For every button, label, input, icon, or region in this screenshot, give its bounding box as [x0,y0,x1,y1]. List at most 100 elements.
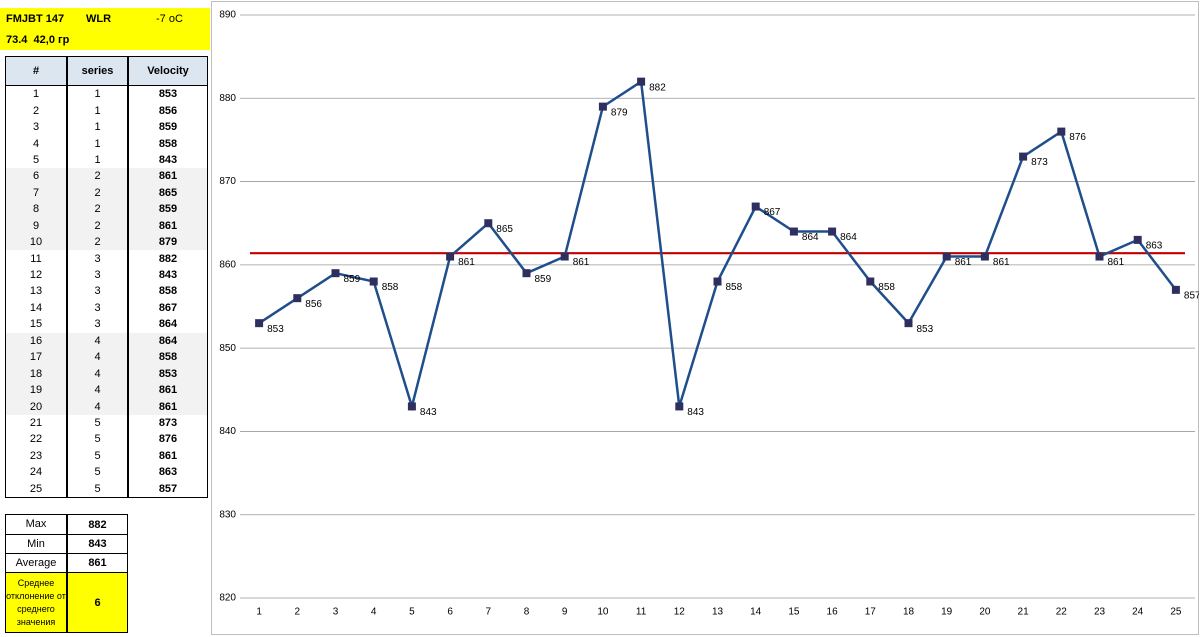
table-cell: 12 [5,266,67,285]
stat-label: Average [5,553,67,573]
x-tick-label: 4 [371,607,377,618]
table-cell: 10 [5,233,67,252]
header-cell: FMJBT 147 [6,13,65,25]
y-tick-label: 830 [219,509,236,520]
table-cell: 3 [5,118,67,137]
x-tick-label: 21 [1018,607,1030,618]
table-cell: 879 [128,233,208,252]
marker [942,252,951,261]
x-tick-label: 12 [674,607,686,618]
stat-label: Max [5,514,67,535]
table-cell: 3 [67,266,128,285]
marker [598,102,607,111]
marker [980,252,989,261]
marker [675,402,684,411]
table-cell: 8 [5,201,67,219]
data-label: 867 [764,207,781,218]
table-cell: 16 [5,332,67,351]
x-tick-label: 16 [827,607,839,618]
table-cell: 20 [5,398,67,416]
table-cell: 5 [67,447,128,466]
data-label: 858 [878,282,895,293]
table-cell: 3 [67,283,128,301]
x-tick-label: 23 [1094,607,1106,618]
table-cell: 2 [5,102,67,120]
x-tick-label: 18 [903,607,915,618]
data-label: 861 [993,257,1010,268]
marker [713,277,722,286]
table-cell: 865 [128,184,208,203]
data-label: 857 [1184,290,1199,301]
stat-value: 882 [67,514,128,535]
x-tick-label: 17 [865,607,877,618]
table-cell: 24 [5,464,67,482]
marker [446,252,455,261]
marker [789,227,798,236]
data-label: 861 [955,257,972,268]
y-tick-label: 880 [219,93,236,104]
table-cell: 853 [128,86,208,104]
data-label: 865 [496,224,513,235]
y-tick-label: 870 [219,176,236,187]
column-header: # [5,56,67,86]
data-label: 861 [1108,257,1125,268]
stat-value: 843 [67,534,128,554]
data-label: 856 [305,299,322,310]
table-cell: 1 [67,135,128,153]
table-cell: 9 [5,217,67,235]
table-cell: 25 [5,480,67,498]
data-label: 843 [420,407,437,418]
table-cell: 1 [67,102,128,120]
y-tick-label: 890 [219,10,236,21]
table-cell: 23 [5,447,67,466]
table-cell: 882 [128,250,208,268]
table-cell: 857 [128,480,208,498]
x-tick-label: 24 [1132,607,1144,618]
x-tick-label: 14 [750,607,762,618]
marker [522,269,531,278]
table-cell: 2 [67,217,128,235]
table-cell: 1 [67,151,128,170]
y-tick-label: 820 [219,593,236,604]
table-cell: 6 [5,168,67,186]
table-cell: 1 [67,118,128,137]
table-cell: 4 [67,381,128,400]
table-cell: 21 [5,414,67,433]
data-label: 853 [917,324,934,335]
data-label: 843 [687,407,704,418]
chart-border [211,1,1199,635]
table-cell: 867 [128,299,208,318]
data-label: 863 [1146,241,1163,252]
x-tick-label: 7 [486,607,492,618]
y-tick-label: 850 [219,343,236,354]
column-header: series [67,56,128,86]
table-cell: 4 [67,365,128,383]
marker [828,227,837,236]
table-cell: 18 [5,365,67,383]
header-bg [0,8,210,50]
marker [904,319,913,328]
marker [637,77,646,86]
x-tick-label: 1 [256,607,262,618]
table-cell: 3 [67,299,128,318]
table-cell: 864 [128,316,208,334]
data-label: 861 [573,257,590,268]
table-cell: 859 [128,118,208,137]
table-cell: 858 [128,349,208,367]
x-tick-label: 19 [941,607,953,618]
table-cell: 861 [128,447,208,466]
table-cell: 15 [5,316,67,334]
table-cell: 873 [128,414,208,433]
table-cell: 2 [67,184,128,203]
marker [255,319,264,328]
table-cell: 17 [5,349,67,367]
data-label: 876 [1069,132,1086,143]
x-tick-label: 8 [524,607,530,618]
table-cell: 858 [128,135,208,153]
table-cell: 5 [5,151,67,170]
table-cell: 5 [67,464,128,482]
stat-value: 6 [67,572,128,633]
x-tick-label: 15 [788,607,800,618]
table-cell: 858 [128,283,208,301]
